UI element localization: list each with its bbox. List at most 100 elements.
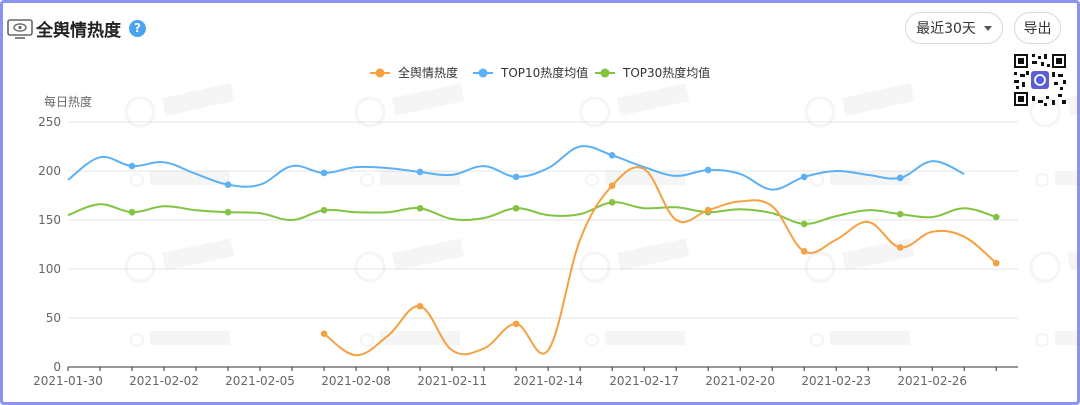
y-tick-label: 200 [38, 164, 61, 178]
series-2 [67, 199, 1000, 228]
data-point[interactable] [704, 166, 712, 174]
data-point[interactable] [704, 206, 712, 214]
watermark-mark [150, 171, 230, 185]
data-point[interactable] [800, 220, 808, 228]
x-tick-label: 2021-02-23 [801, 374, 871, 388]
watermark-mark [830, 331, 910, 345]
watermark-mark [830, 171, 910, 185]
legend-swatch-dot [478, 68, 488, 78]
watermark-mark [162, 83, 235, 116]
series-line [67, 201, 997, 225]
watermark-mark [585, 333, 599, 347]
x-tick-label: 2021-02-26 [897, 374, 967, 388]
watermark-mark [842, 238, 915, 271]
watermark-logo [804, 251, 836, 283]
watermark-mark [585, 173, 599, 187]
watermark-mark [161, 238, 235, 271]
data-point[interactable] [224, 181, 232, 189]
watermark-logo [124, 251, 156, 283]
help-icon[interactable]: ? [129, 20, 146, 37]
watermark-mark [392, 238, 465, 271]
data-point[interactable] [896, 210, 904, 218]
x-tick-label: 2021-02-08 [321, 374, 391, 388]
legend-swatch-dot [375, 68, 385, 78]
data-point[interactable] [800, 248, 808, 255]
data-point[interactable] [992, 213, 1000, 221]
watermark-mark [130, 173, 144, 187]
watermark-mark [1067, 238, 1080, 271]
y-tick-label: 100 [38, 262, 61, 276]
watermark-mark [605, 171, 685, 185]
page-title: 全舆情热度 [36, 21, 121, 41]
series-line [323, 166, 997, 357]
watermark-mark [1055, 331, 1080, 345]
series-0 [320, 166, 1000, 357]
data-point[interactable] [320, 330, 328, 337]
watermark-mark [617, 83, 690, 116]
export-button[interactable]: 导出 [1014, 12, 1061, 44]
y-tick-label: 150 [38, 213, 61, 227]
data-point[interactable] [320, 169, 328, 177]
watermark-mark [1067, 83, 1080, 116]
watermark-logo [354, 251, 386, 283]
watermark-logo [354, 96, 386, 128]
legend-label: TOP30热度均值 [622, 65, 710, 80]
data-point[interactable] [896, 244, 904, 251]
y-tick-label: 50 [46, 311, 61, 325]
date-range-label: 最近30天 [916, 21, 976, 37]
x-tick-label: 2021-01-30 [33, 374, 103, 388]
watermark-logo [579, 251, 611, 283]
x-tick-label: 2021-02-11 [417, 374, 487, 388]
data-point[interactable] [512, 320, 520, 328]
x-tick-label: 2021-02-20 [705, 374, 775, 388]
watermark-mark [1035, 333, 1049, 347]
monitor-eye-icon [7, 19, 33, 39]
watermark-mark [842, 83, 915, 116]
data-point[interactable] [512, 204, 520, 212]
watermark-logo [1029, 251, 1061, 283]
watermark-mark [810, 333, 824, 347]
x-tick-label: 2021-02-14 [513, 374, 583, 388]
x-tick-label: 2021-02-05 [225, 374, 295, 388]
data-point[interactable] [608, 152, 616, 159]
watermark-mark [392, 83, 465, 116]
series-1 [67, 145, 965, 191]
data-point[interactable] [608, 182, 616, 189]
watermark-mark [360, 173, 374, 187]
y-axis-label: 每日热度 [44, 94, 92, 109]
legend-label: TOP10热度均值 [500, 65, 588, 80]
watermark-mark [130, 333, 144, 347]
date-range-select[interactable]: 最近30天 [905, 12, 1003, 44]
watermark-logo [1029, 96, 1061, 128]
data-point[interactable] [896, 174, 904, 182]
data-point[interactable] [416, 168, 424, 176]
watermark-logo [579, 96, 611, 128]
watermark-mark [605, 331, 685, 345]
data-point[interactable] [800, 173, 808, 181]
data-point[interactable] [128, 162, 136, 170]
data-point[interactable] [320, 206, 328, 214]
data-point[interactable] [608, 199, 616, 206]
x-tick-label: 2021-02-17 [609, 374, 679, 388]
data-point[interactable] [512, 173, 520, 181]
data-point[interactable] [416, 302, 424, 310]
watermark-mark [1055, 171, 1080, 185]
data-point[interactable] [416, 204, 424, 212]
data-point[interactable] [224, 208, 232, 216]
qr-code-icon [1012, 52, 1068, 108]
legend-label: 全舆情热度 [398, 65, 458, 80]
y-tick-label: 0 [53, 360, 61, 374]
legend-item[interactable]: TOP30热度均值 [595, 65, 710, 80]
legend-item[interactable]: 全舆情热度 [370, 65, 458, 80]
chevron-down-icon [983, 25, 992, 31]
data-point[interactable] [992, 259, 1000, 267]
watermark-logo [804, 96, 836, 128]
watermark-mark [1035, 173, 1049, 187]
data-point[interactable] [128, 208, 136, 216]
legend-swatch-dot [600, 68, 610, 78]
x-tick-label: 2021-02-02 [129, 374, 199, 388]
legend-item[interactable]: TOP10热度均值 [473, 65, 588, 80]
watermark-logo [124, 96, 156, 128]
